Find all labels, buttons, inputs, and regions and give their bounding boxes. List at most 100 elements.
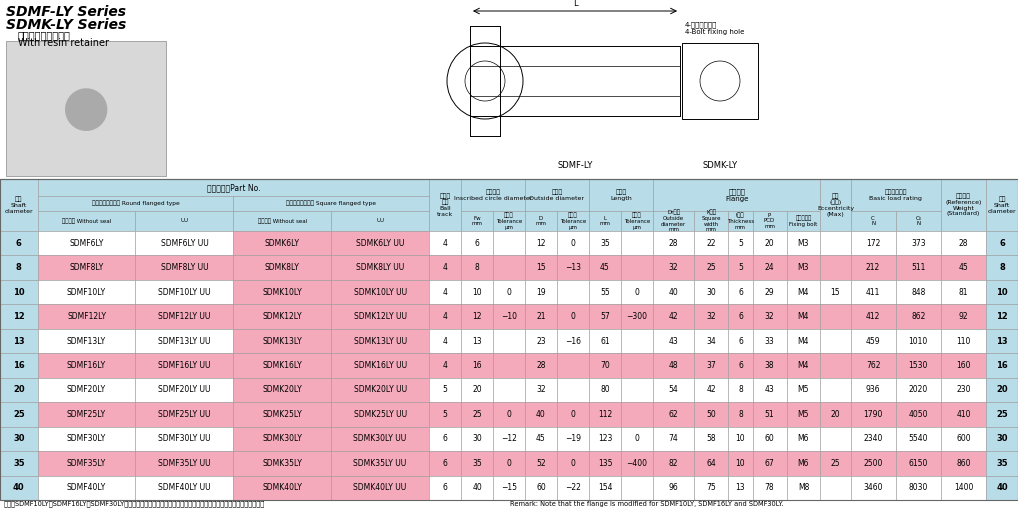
Text: 4: 4 bbox=[443, 312, 448, 321]
Bar bbox=[589, 304, 621, 329]
Text: 6: 6 bbox=[16, 239, 21, 248]
Bar bbox=[941, 353, 986, 378]
Bar bbox=[233, 304, 331, 329]
Bar bbox=[38, 476, 135, 500]
Bar bbox=[850, 451, 896, 476]
Text: −400: −400 bbox=[626, 459, 647, 468]
Bar bbox=[821, 476, 850, 500]
Text: M5: M5 bbox=[798, 385, 809, 394]
Bar bbox=[621, 255, 653, 280]
Text: 70: 70 bbox=[600, 361, 610, 370]
Text: 75: 75 bbox=[706, 483, 716, 492]
Bar bbox=[653, 402, 694, 427]
Bar bbox=[752, 255, 787, 280]
Bar bbox=[821, 179, 850, 231]
Text: −15: −15 bbox=[501, 483, 517, 492]
Bar bbox=[821, 427, 850, 451]
Bar bbox=[653, 353, 694, 378]
Text: 45: 45 bbox=[536, 434, 546, 443]
Text: M8: M8 bbox=[798, 483, 809, 492]
Text: ナイロン保持器付き: ナイロン保持器付き bbox=[18, 30, 71, 40]
Bar bbox=[461, 329, 493, 353]
Bar bbox=[850, 329, 896, 353]
Text: −16: −16 bbox=[565, 336, 581, 346]
Bar bbox=[525, 211, 557, 231]
Bar bbox=[896, 476, 941, 500]
Text: 410: 410 bbox=[956, 410, 971, 419]
Bar bbox=[493, 231, 525, 255]
Text: −10: −10 bbox=[501, 312, 517, 321]
Bar bbox=[557, 211, 589, 231]
Text: 52: 52 bbox=[536, 459, 546, 468]
Bar bbox=[0, 280, 38, 304]
Bar bbox=[589, 427, 621, 451]
Bar bbox=[525, 378, 557, 402]
Bar bbox=[135, 476, 233, 500]
Bar bbox=[787, 402, 821, 427]
Bar bbox=[135, 304, 233, 329]
Bar bbox=[986, 231, 1018, 255]
Bar bbox=[653, 179, 821, 211]
Bar bbox=[38, 353, 135, 378]
Bar bbox=[493, 402, 525, 427]
Text: −19: −19 bbox=[565, 434, 581, 443]
Bar bbox=[38, 231, 135, 255]
Text: 0: 0 bbox=[507, 287, 511, 297]
Text: 64: 64 bbox=[706, 459, 716, 468]
Text: 373: 373 bbox=[911, 239, 925, 248]
Bar bbox=[941, 329, 986, 353]
Text: 10: 10 bbox=[736, 459, 745, 468]
Bar bbox=[461, 179, 525, 211]
Text: 4: 4 bbox=[443, 336, 448, 346]
Text: 32: 32 bbox=[669, 263, 678, 272]
Text: SDMF16LY: SDMF16LY bbox=[67, 361, 106, 370]
Text: 58: 58 bbox=[706, 434, 716, 443]
Bar bbox=[331, 451, 429, 476]
Text: 4-Bolt fixing hole: 4-Bolt fixing hole bbox=[685, 29, 744, 35]
Bar bbox=[493, 304, 525, 329]
Text: 30: 30 bbox=[706, 287, 716, 297]
Bar bbox=[0, 179, 1018, 500]
Bar bbox=[429, 304, 461, 329]
Text: オープン Without seal: オープン Without seal bbox=[62, 218, 111, 224]
Bar bbox=[694, 378, 728, 402]
Text: 13: 13 bbox=[736, 483, 745, 492]
Bar bbox=[38, 427, 135, 451]
Text: SDMK-LY Series: SDMK-LY Series bbox=[6, 18, 126, 32]
Text: SDMK35LY: SDMK35LY bbox=[263, 459, 302, 468]
Bar bbox=[821, 329, 850, 353]
Text: 6: 6 bbox=[443, 434, 448, 443]
Bar bbox=[525, 231, 557, 255]
Text: UU: UU bbox=[376, 218, 384, 223]
Text: 30: 30 bbox=[997, 434, 1008, 443]
Bar bbox=[986, 476, 1018, 500]
Bar bbox=[896, 304, 941, 329]
Text: SDMK12LY: SDMK12LY bbox=[263, 312, 302, 321]
Text: 偏心
(最大)
Eccentricity
(Max): 偏心 (最大) Eccentricity (Max) bbox=[816, 193, 854, 217]
Bar bbox=[557, 451, 589, 476]
Bar bbox=[728, 211, 752, 231]
Text: 4: 4 bbox=[443, 287, 448, 297]
Bar bbox=[941, 255, 986, 280]
Text: SDMK6LY: SDMK6LY bbox=[265, 239, 299, 248]
Bar bbox=[941, 304, 986, 329]
Bar bbox=[525, 353, 557, 378]
Text: M4: M4 bbox=[798, 336, 809, 346]
Bar bbox=[752, 211, 787, 231]
Text: 10: 10 bbox=[736, 434, 745, 443]
Bar bbox=[621, 353, 653, 378]
Bar bbox=[787, 255, 821, 280]
Text: 6: 6 bbox=[738, 336, 743, 346]
Text: 全　長
Length: 全 長 Length bbox=[610, 189, 632, 201]
Bar bbox=[493, 329, 525, 353]
Bar bbox=[986, 304, 1018, 329]
Bar bbox=[986, 179, 1018, 231]
Bar bbox=[850, 280, 896, 304]
Text: SDMF35LY UU: SDMF35LY UU bbox=[158, 459, 211, 468]
Bar bbox=[38, 304, 135, 329]
Text: −22: −22 bbox=[565, 483, 581, 492]
Bar bbox=[493, 353, 525, 378]
Text: 25: 25 bbox=[706, 263, 716, 272]
Text: 12: 12 bbox=[472, 312, 482, 321]
Text: 4: 4 bbox=[443, 263, 448, 272]
